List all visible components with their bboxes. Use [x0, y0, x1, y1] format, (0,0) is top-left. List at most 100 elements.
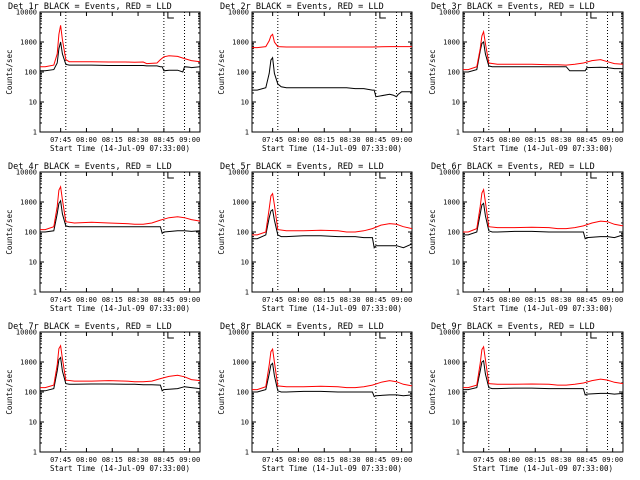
- series-line-events: [463, 202, 624, 240]
- y-tick-label: 1: [33, 129, 37, 137]
- y-tick-label: 1: [245, 129, 249, 137]
- x-tick-label: 08:30: [340, 296, 361, 304]
- x-tick-label: 08:00: [288, 456, 309, 464]
- interval-marker: [379, 12, 386, 19]
- x-tick-label: 07:45: [262, 456, 283, 464]
- series-line-events: [463, 41, 623, 73]
- x-tick-label: 08:30: [551, 296, 572, 304]
- y-axis-label: Counts/sec: [217, 369, 226, 414]
- x-tick-label: 08:30: [128, 136, 149, 144]
- series-line-events: [40, 199, 201, 235]
- y-tick-label: 10: [29, 99, 37, 107]
- y-tick-label: 1: [33, 289, 37, 297]
- y-tick-label: 10000: [439, 9, 460, 17]
- y-tick-label: 1000: [232, 359, 249, 367]
- x-tick-label: 07:45: [473, 456, 494, 464]
- x-tick-label: 08:00: [499, 136, 520, 144]
- x-tick-label: 08:30: [551, 136, 572, 144]
- interval-marker: [590, 172, 597, 179]
- y-tick-label: 100: [236, 389, 249, 397]
- chart-title: Det 7r BLACK = Events, RED = LLD: [8, 322, 172, 332]
- y-axis-label: Counts/sec: [428, 209, 437, 254]
- y-axis-label: Counts/sec: [5, 49, 14, 94]
- interval-marker: [167, 332, 174, 339]
- x-tick-label: 08:30: [340, 136, 361, 144]
- series-line-lld: [463, 29, 624, 71]
- x-axis-label: Start Time (14-Jul-09 07:33:00): [50, 144, 190, 153]
- chart-title: Det 9r BLACK = Events, RED = LLD: [431, 322, 595, 332]
- x-tick-label: 08:00: [76, 456, 97, 464]
- series-line-lld: [252, 347, 413, 391]
- x-tick-label: 09:00: [179, 136, 200, 144]
- chart-panel: Det 9r BLACK = Events, RED = LLD 1 10 100 10…: [428, 322, 624, 473]
- x-tick-label: 09:00: [179, 456, 200, 464]
- y-axis-label: Counts/sec: [428, 49, 437, 94]
- series-line-lld: [252, 33, 412, 49]
- y-tick-label: 10000: [228, 169, 249, 177]
- x-tick-label: 09:00: [602, 136, 623, 144]
- x-tick-label: 08:00: [499, 296, 520, 304]
- x-tick-label: 08:30: [551, 456, 572, 464]
- series-line-events: [463, 359, 624, 396]
- y-tick-label: 10000: [16, 329, 37, 337]
- y-tick-label: 100: [447, 389, 460, 397]
- y-tick-label: 1: [245, 449, 249, 457]
- y-axis-label: Counts/sec: [217, 209, 226, 254]
- x-tick-label: 08:45: [365, 456, 386, 464]
- x-axis-label: Start Time (14-Jul-09 07:33:00): [50, 464, 190, 473]
- y-tick-label: 100: [24, 69, 37, 77]
- x-axis-label: Start Time (14-Jul-09 07:33:00): [473, 304, 613, 313]
- chart-panel: Det 3r BLACK = Events, RED = LLD 1 10 100 10…: [428, 2, 624, 153]
- x-tick-label: 08:15: [525, 136, 546, 144]
- series-line-events: [40, 41, 201, 73]
- x-tick-label: 08:15: [102, 296, 123, 304]
- y-tick-label: 100: [236, 229, 249, 237]
- chart-panel: Det 6r BLACK = Events, RED = LLD 1 10 100 10…: [428, 162, 624, 313]
- x-tick-label: 08:45: [153, 296, 174, 304]
- y-tick-label: 100: [24, 389, 37, 397]
- y-tick-label: 10000: [16, 9, 37, 17]
- x-axis-label: Start Time (14-Jul-09 07:33:00): [262, 464, 402, 473]
- chart-title: Det 4r BLACK = Events, RED = LLD: [8, 162, 172, 172]
- y-tick-label: 1: [456, 449, 460, 457]
- series-line-events: [40, 356, 201, 392]
- y-tick-label: 1000: [232, 39, 249, 47]
- interval-marker: [590, 12, 597, 19]
- y-tick-label: 10: [452, 419, 460, 427]
- y-tick-label: 1000: [443, 199, 460, 207]
- x-tick-label: 08:00: [288, 136, 309, 144]
- x-tick-label: 07:45: [50, 456, 71, 464]
- x-tick-label: 09:00: [391, 136, 412, 144]
- chart-panel: Det 5r BLACK = Events, RED = LLD 1 10 100 10…: [217, 162, 413, 313]
- x-tick-label: 08:15: [314, 136, 335, 144]
- x-axis-label: Start Time (14-Jul-09 07:33:00): [262, 304, 402, 313]
- interval-marker: [379, 172, 386, 179]
- series-line-events: [252, 208, 413, 249]
- x-tick-label: 08:00: [499, 456, 520, 464]
- x-tick-label: 08:30: [128, 296, 149, 304]
- y-tick-label: 100: [447, 229, 460, 237]
- chart-title: Det 3r BLACK = Events, RED = LLD: [431, 2, 595, 12]
- x-tick-label: 07:45: [473, 296, 494, 304]
- x-tick-label: 08:45: [576, 296, 597, 304]
- y-tick-label: 1000: [443, 39, 460, 47]
- y-tick-label: 100: [24, 229, 37, 237]
- x-tick-label: 09:00: [391, 296, 412, 304]
- y-tick-label: 10: [29, 259, 37, 267]
- y-tick-label: 10: [241, 99, 249, 107]
- y-tick-label: 10: [241, 419, 249, 427]
- chart-panel: Det 1r BLACK = Events, RED = LLD 1 10 100 10…: [5, 2, 201, 153]
- x-tick-label: 08:00: [76, 136, 97, 144]
- chart-title: Det 2r BLACK = Events, RED = LLD: [220, 2, 384, 12]
- x-tick-label: 08:45: [153, 456, 174, 464]
- y-tick-label: 10000: [439, 169, 460, 177]
- y-tick-label: 1: [456, 129, 460, 137]
- x-tick-label: 09:00: [602, 296, 623, 304]
- x-tick-label: 08:00: [76, 296, 97, 304]
- series-line-lld: [40, 25, 201, 68]
- x-axis-label: Start Time (14-Jul-09 07:33:00): [473, 144, 613, 153]
- series-line-lld: [252, 192, 413, 236]
- y-tick-label: 10000: [228, 9, 249, 17]
- x-tick-label: 08:45: [576, 456, 597, 464]
